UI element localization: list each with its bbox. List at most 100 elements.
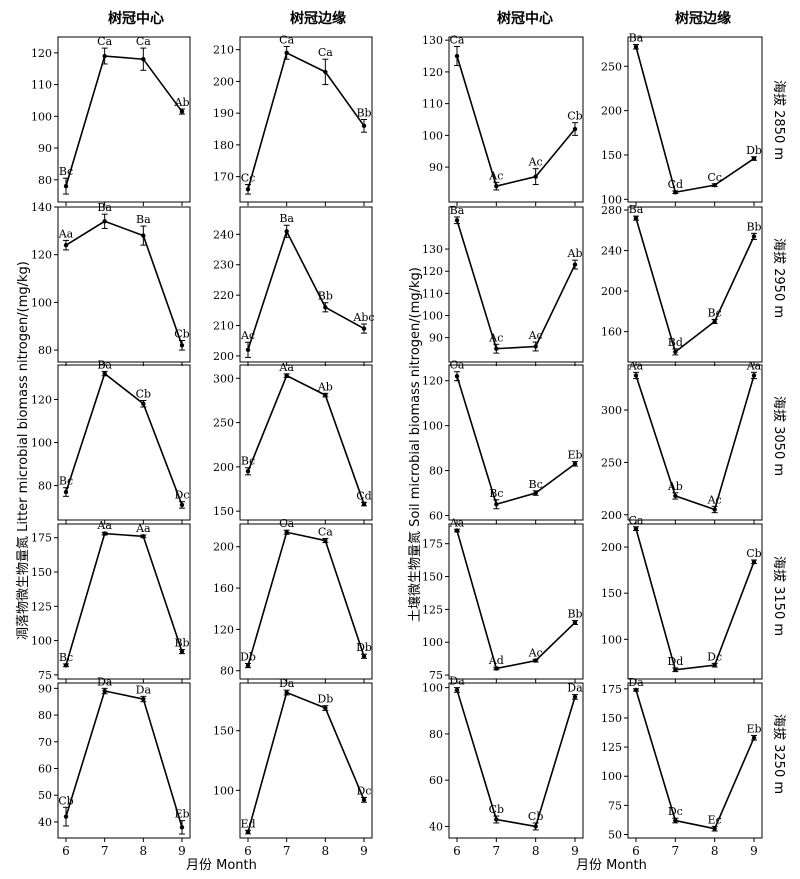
litter-center-3250-significance-label: Cb (58, 794, 73, 807)
litter-edge-2850-significance-label: Ca (279, 34, 294, 47)
soil-center-2950-significance-label: Ab (567, 247, 583, 260)
soil-center-3050-significance-label: Eb (567, 449, 582, 462)
litter-center-3050-series-line (65, 372, 183, 506)
soil-edge-3250-significance-label: Eb (746, 722, 761, 735)
soil-center-2850-significance-label: Ac (488, 169, 503, 182)
litter-center-3250-ytick-label: 70 (38, 736, 52, 749)
litter-center-2850-frame (57, 36, 191, 203)
litter-center-2850-series-line (65, 55, 183, 187)
soil-edge-3250-data-point (712, 826, 717, 831)
soil-edge-2950-data-point (633, 215, 639, 221)
litter-edge-2850-ytick-label: 170 (213, 171, 234, 184)
litter-center-2950-ytick-label: 80 (38, 344, 52, 357)
soil-center-3050-ytick-label: 120 (422, 375, 443, 388)
litter-edge-2850-series-line (247, 51, 365, 190)
litter-edge-3250-ytick-label: 100 (213, 784, 234, 797)
litter-edge-3150-data-point (284, 530, 289, 535)
litter-center-2850-data-point (179, 109, 185, 114)
soil-center-3250-ytick-label: 40 (429, 820, 443, 833)
soil-center-3050-data-point (494, 502, 499, 507)
litter-center-2950-ytick-label: 100 (31, 296, 52, 309)
litter-edge-2850-ytick-label: 180 (213, 139, 234, 152)
soil-center-2850-data-point (533, 174, 538, 179)
litter-center-2850-significance-label: Ca (136, 35, 151, 48)
litter-center-3150-ytick-label: 175 (31, 532, 52, 545)
soil-edge-2950-data-point (712, 319, 717, 324)
soil-edge-2950-ytick-label: 240 (601, 245, 622, 258)
soil-edge-3150-significance-label: Cb (746, 547, 761, 560)
soil-center-2850-ytick-label: 90 (429, 161, 443, 174)
soil-center-3150-significance-label: Bb (567, 608, 582, 621)
litter-center-3050-data-point (102, 371, 107, 376)
litter-center-3250-xtick-label: 7 (101, 844, 109, 858)
soil-edge-3250-data-point (633, 687, 639, 693)
litter-center-2850-ytick-label: 80 (38, 174, 52, 187)
litter-center-3250-data-point (63, 814, 69, 819)
litter-edge-2950-significance-label: Bb (318, 290, 333, 303)
litter-center-3250-ytick-label: 90 (38, 682, 52, 695)
litter-edge-2850-significance-label: Ca (318, 46, 333, 59)
litter-center-3250-data-point (102, 688, 107, 694)
litter-edge-3050-ytick-label: 300 (213, 372, 234, 385)
litter-center-3050-data-point (141, 401, 146, 406)
soil-center-2850-ytick-label: 110 (422, 98, 443, 111)
soil-edge-2950-frame (627, 206, 763, 363)
litter-edge-2850-significance-label: Bb (356, 107, 371, 120)
litter-edge-3050-ytick-label: 150 (213, 505, 234, 518)
soil-edge-3250-xtick-label: 8 (711, 844, 719, 858)
litter-edge-2950-significance-label: Abc (352, 311, 374, 324)
soil-center-3050-significance-label: Ca (450, 359, 465, 372)
soil-edge-3150-ytick-label: 100 (601, 633, 622, 646)
soil-center-2950-ytick-label: 110 (422, 287, 443, 300)
litter-center-3250-data-point (141, 696, 146, 702)
litter-edge-3050-significance-label: Ab (317, 380, 333, 393)
soil-edge-2850-ytick-label: 200 (601, 105, 622, 118)
litter-center-3250-data-point (179, 825, 185, 830)
soil-center-3250-data-point (494, 817, 499, 822)
soil-edge-3050-significance-label: Ac (707, 493, 722, 506)
litter-center-3250-significance-label: Da (97, 675, 113, 688)
litter-center-2950-significance-label: Aa (58, 227, 74, 240)
litter-edge-3250-significance-label: Db (317, 693, 333, 706)
soil-edge-2850-data-point (751, 156, 757, 161)
soil-edge-3050-significance-label: Aa (746, 359, 762, 372)
soil-center-2850-data-point (494, 183, 499, 189)
soil-center-2950-significance-label: Ba (450, 204, 465, 217)
soil-center-3050-ytick-label: 100 (422, 420, 443, 433)
soil-edge-2950-significance-label: Bb (746, 220, 761, 233)
column-title-litter-center: 树冠中心 (108, 11, 164, 27)
litter-center-2950-ytick-label: 120 (31, 249, 52, 262)
soil-center-2850-data-point (454, 53, 460, 59)
soil-center-3250-series-line (456, 689, 576, 828)
litter-center-3250-ytick-label: 40 (38, 816, 52, 829)
soil-edge-3250-xtick-label: 9 (750, 844, 758, 858)
litter-center-3150-series-line (65, 532, 183, 666)
soil-edge-3050-significance-label: Aa (628, 359, 644, 372)
soil-edge-3050-significance-label: Ab (667, 480, 683, 493)
soil-edge-2950-series-line (635, 217, 755, 354)
litter-center-3050-ytick-label: 120 (31, 393, 52, 406)
soil-center-3250-data-point (572, 694, 578, 700)
soil-center-3150-ytick-label: 150 (422, 571, 443, 584)
soil-edge-3050-data-point (673, 493, 678, 499)
soil-center-3050-frame (448, 364, 584, 521)
soil-edge-3150-significance-label: Ca (629, 514, 644, 527)
soil-center-3050-ytick-label: 80 (429, 465, 443, 478)
litter-center-2850-ytick-label: 110 (31, 79, 52, 92)
soil-edge-2850-data-point (673, 190, 678, 195)
litter-edge-2850-data-point (245, 187, 251, 192)
litter-edge-3050-significance-label: Cd (356, 489, 371, 502)
litter-edge-3150-significance-label: Db (240, 651, 256, 664)
soil-center-3050-data-point (454, 374, 460, 379)
litter-edge-2950-ytick-label: 230 (213, 259, 234, 272)
litter-center-2950-data-point (141, 233, 146, 238)
soil-center-3150-series-line (456, 530, 576, 670)
soil-center-3150-significance-label: Ad (488, 654, 504, 667)
litter-edge-3050-significance-label: Aa (278, 361, 294, 374)
litter-center-2850-data-point (63, 183, 69, 189)
litter-center-3150-data-point (141, 534, 146, 539)
litter-edge-3050-data-point (284, 373, 289, 378)
litter-center-3250-significance-label: Eb (174, 808, 189, 821)
litter-center-2850-ytick-label: 90 (38, 142, 52, 155)
soil-edge-3250-significance-label: Da (628, 676, 644, 689)
